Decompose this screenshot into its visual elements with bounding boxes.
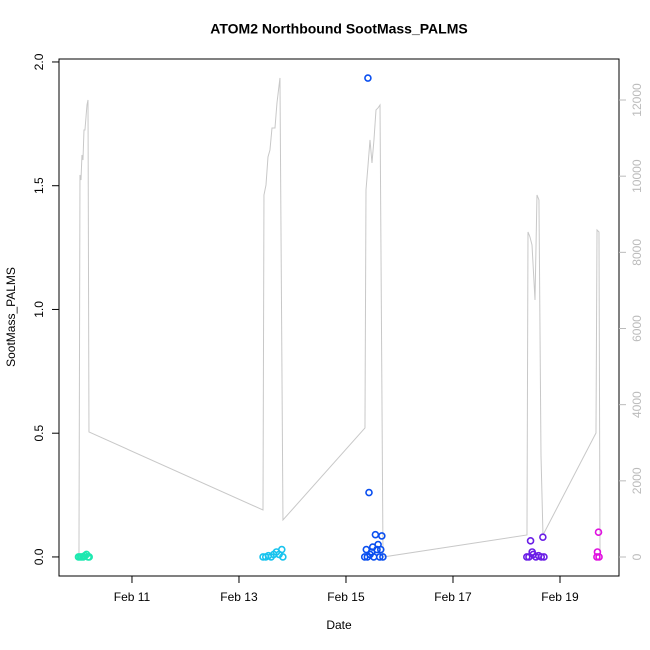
plot-box — [58, 58, 620, 577]
y-tick-label: 0.0 — [32, 548, 46, 565]
data-point — [379, 553, 387, 561]
data-point — [365, 488, 373, 497]
y2-tick-label: 12000 — [630, 83, 644, 117]
data-point — [526, 537, 535, 545]
x-axis-label: Date — [326, 618, 352, 632]
y2-tick-label: 4000 — [630, 391, 644, 418]
chart-title: ATOM2 Northbound SootMass_PALMS — [210, 21, 467, 37]
x-tick-label: Feb 17 — [434, 590, 472, 604]
y-tick-label: 1.0 — [32, 301, 46, 318]
data-point — [537, 553, 546, 561]
y-axis-label: SootMass_PALMS — [4, 267, 18, 367]
data-point — [540, 553, 548, 561]
data-point — [277, 545, 286, 554]
y2-tick-label: 8000 — [630, 239, 644, 266]
x-tick-label: Feb 11 — [114, 590, 151, 604]
data-point — [279, 553, 287, 561]
y2-tick-label: 0 — [630, 553, 644, 560]
data-point — [85, 553, 93, 561]
data-point — [594, 528, 603, 536]
x-tick-label: Feb 19 — [541, 590, 579, 604]
data-point — [371, 530, 380, 539]
data-point — [375, 553, 384, 561]
y-tick-label: 0.5 — [32, 425, 46, 442]
data-point — [364, 74, 372, 82]
y-tick-label: 2.0 — [32, 53, 46, 70]
data-point — [373, 545, 381, 554]
y-tick-label: 1.5 — [32, 177, 46, 194]
y2-tick-label: 10000 — [630, 159, 644, 193]
x-tick-label: Feb 15 — [327, 590, 365, 604]
y2-tick-label: 6000 — [630, 315, 644, 342]
altitude-line — [78, 77, 601, 558]
data-point — [378, 532, 386, 540]
data-point — [376, 545, 385, 554]
data-point — [539, 533, 547, 541]
data-point — [595, 553, 603, 561]
x-tick-label: Feb 13 — [220, 590, 258, 604]
y2-tick-label: 2000 — [630, 467, 644, 494]
